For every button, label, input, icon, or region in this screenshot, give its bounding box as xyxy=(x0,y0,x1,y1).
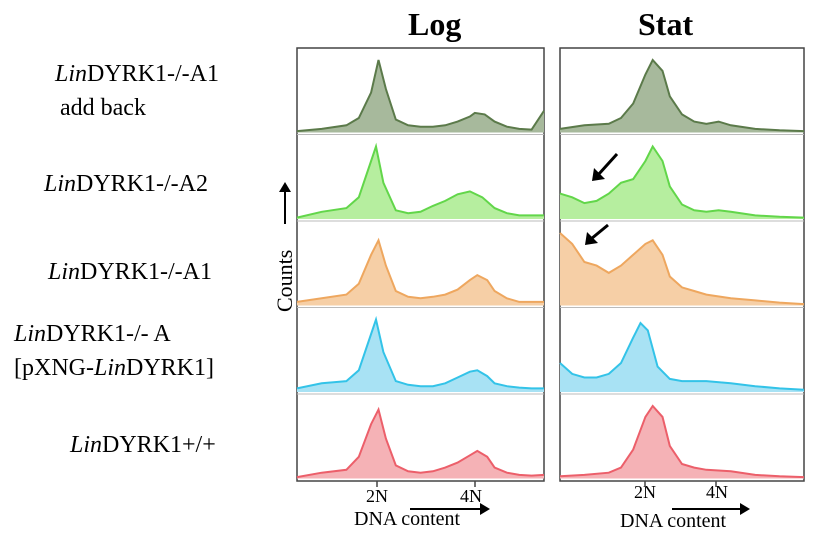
histogram-line-p1-r4 xyxy=(559,404,805,479)
counts-arrow-icon xyxy=(284,188,286,224)
stat-xaxis-label: DNA content xyxy=(620,510,727,532)
row-label-rest: DYRK1-/-A1 xyxy=(87,61,220,87)
histogram-area-p0-r3 xyxy=(297,319,544,392)
log-tick-2n: 2N xyxy=(366,486,388,506)
histogram-area-p1-r0 xyxy=(560,60,804,133)
column-title-log: Log xyxy=(408,6,462,42)
histogram-area-p0-r2 xyxy=(297,240,544,306)
row-label-rest: DYRK1-/-A1 xyxy=(80,259,213,285)
stat-xaxis-arrow-icon xyxy=(672,508,742,510)
row-label-italic: Lin xyxy=(93,355,126,381)
annotation-arrow-head-icon xyxy=(592,168,605,181)
histogram-line-p1-r0 xyxy=(559,58,805,133)
histogram-area-p1-r3 xyxy=(560,323,804,392)
row-label-pre: [pXNG- xyxy=(14,355,94,381)
log-xaxis-arrow-head-icon xyxy=(480,503,490,515)
row-label-rest: DYRK1-/-A2 xyxy=(76,171,209,197)
annotation-arrow-icon xyxy=(590,223,609,241)
row-label-add-back-line2: add back xyxy=(60,95,146,121)
row-label-italic: Lin xyxy=(44,171,77,197)
row-label-italic: Lin xyxy=(55,61,88,87)
row-label-complement-line2: [pXNG-LinDYRK1] xyxy=(14,356,214,380)
log-tick-4n: 4N xyxy=(460,486,482,506)
histogram-line-p0-r2 xyxy=(296,237,544,303)
histogram-line-p1-r3 xyxy=(559,321,805,391)
panel-frame-0 xyxy=(296,47,545,482)
log-xaxis-arrow-icon xyxy=(410,508,482,510)
column-title-stat: Stat xyxy=(638,6,694,42)
stat-xaxis-arrow-head-icon xyxy=(740,503,750,515)
row-label-rest: DYRK1] xyxy=(126,355,214,381)
histogram-area-p1-r4 xyxy=(560,406,804,479)
histogram-area-p0-r1 xyxy=(297,146,544,219)
row-label-rest: DYRK1-/- A xyxy=(46,321,171,347)
counts-arrow-head-icon xyxy=(279,182,291,192)
annotation-arrow-head-icon xyxy=(585,232,598,245)
row-label-italic: Lin xyxy=(48,259,81,285)
histogram-line-p0-r0 xyxy=(296,59,545,133)
stat-tick-4n: 4N xyxy=(706,482,728,502)
row-label-add-back: LinDYRK1-/-A1 xyxy=(55,62,219,86)
row-label-italic: Lin xyxy=(14,321,47,347)
row-label-rest: DYRK1+/+ xyxy=(102,432,216,458)
histogram-line-p0-r4 xyxy=(296,406,545,479)
histogram-line-p1-r2 xyxy=(559,232,805,306)
histogram-area-p1-r1 xyxy=(560,146,804,219)
log-xaxis-label: DNA content xyxy=(354,508,461,530)
histogram-area-p0-r4 xyxy=(297,409,544,479)
row-label-a1: LinDYRK1-/-A1 xyxy=(48,260,212,284)
row-label-a2: LinDYRK1-/-A2 xyxy=(44,172,208,196)
histogram-area-p1-r2 xyxy=(560,233,804,306)
row-label-wildtype: LinDYRK1+/+ xyxy=(70,433,216,457)
row-label-italic: Lin xyxy=(70,432,103,458)
stat-tick-2n: 2N xyxy=(634,482,656,502)
histogram-area-p0-r0 xyxy=(297,60,544,133)
histogram-line-p0-r1 xyxy=(296,142,544,219)
histogram-line-p0-r3 xyxy=(296,315,544,390)
annotation-arrow-icon xyxy=(596,152,619,177)
histogram-line-p1-r1 xyxy=(559,144,805,219)
row-label-complement: LinDYRK1-/- A xyxy=(14,322,171,346)
